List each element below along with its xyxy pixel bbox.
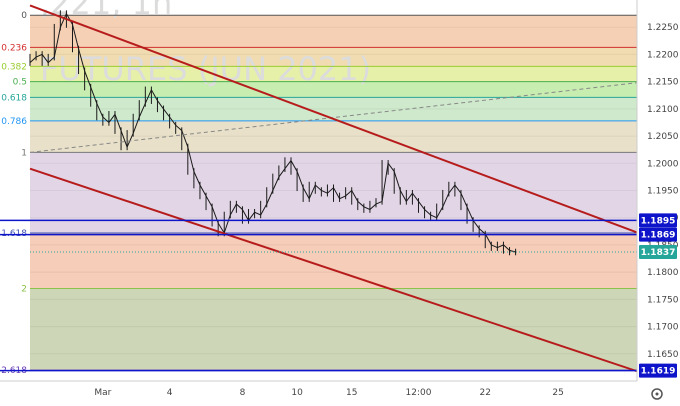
time-tick-label: 10 — [291, 388, 303, 398]
fib-label: 2 — [21, 284, 27, 294]
fib-zone — [30, 120, 637, 153]
time-axis-background — [0, 381, 637, 406]
fib-zones — [30, 15, 637, 371]
fib-label: 0.382 — [1, 62, 27, 72]
current-price-text: 1.1837 — [641, 248, 676, 258]
fib-zone — [30, 81, 637, 98]
fib-zone — [30, 97, 637, 121]
fib-label: 0.786 — [1, 117, 27, 127]
price-label-text: 1.1869 — [641, 231, 676, 241]
gear-icon-center — [655, 392, 659, 396]
price-tick-label: 1.2250 — [647, 23, 679, 33]
time-tick-label: 4 — [167, 388, 173, 398]
dashed-trend-line[interactable] — [29, 82, 638, 153]
time-tick-label: 8 — [240, 388, 246, 398]
fib-zone — [30, 288, 637, 371]
fib-label: 0 — [21, 11, 27, 21]
time-tick-label: 15 — [346, 388, 357, 398]
fib-zone — [30, 66, 637, 82]
price-tick-label: 1.1750 — [647, 295, 679, 305]
price-tick-label: 1.2000 — [647, 159, 679, 169]
channel-lines[interactable] — [29, 4, 638, 373]
time-tick-label: 12:00 — [406, 388, 432, 398]
price-axis[interactable]: 1.2250 1.2200 1.2150 1.2100 1.2050 1.2000 1.19… — [636, 0, 680, 406]
fib-label: 1 — [21, 148, 27, 158]
price-axis-background — [637, 0, 680, 406]
price-label-badge[interactable] — [639, 363, 677, 378]
current-price-badge[interactable] — [639, 245, 677, 260]
fib-zone — [30, 15, 637, 48]
channel-line[interactable] — [29, 167, 638, 373]
fib-label: 0.236 — [1, 43, 27, 53]
price-tick-label: 1.1800 — [647, 268, 679, 278]
channel-line[interactable] — [29, 4, 638, 234]
fib-label: 0.618 — [1, 93, 27, 103]
gear-icon[interactable] — [651, 388, 663, 400]
watermark-top-text: ,221, 1h — [40, 0, 172, 22]
time-axis[interactable]: Mar 4 8 10 15 12:00 22 25 — [0, 380, 637, 406]
price-label-text: 1.1619 — [641, 367, 676, 377]
fib-label: 0.5 — [13, 78, 27, 88]
price-tick-label: 1.1650 — [647, 350, 679, 360]
price-tick-label: 1.2200 — [647, 50, 679, 60]
price-tick-label: 1.1700 — [647, 323, 679, 333]
horizontal-lines[interactable] — [0, 219, 637, 372]
price-tick-label: 1.2100 — [647, 105, 679, 115]
price-label-text: 1.1895 — [641, 216, 676, 226]
price-label-badge[interactable] — [639, 227, 677, 242]
price-tick-label: 1.2150 — [647, 78, 679, 88]
price-tick-label: 1.1950 — [647, 187, 679, 197]
fib-zone — [30, 232, 637, 289]
watermark-text: FUTURES (JUN 2021) — [40, 50, 371, 88]
time-tick-label: Mar — [94, 388, 111, 398]
price-label-badge[interactable] — [639, 213, 677, 228]
settings-button[interactable] — [651, 388, 663, 400]
price-tick-label: 1.2050 — [647, 132, 679, 142]
time-tick-label: 25 — [552, 388, 563, 398]
time-tick-label: 22 — [480, 388, 491, 398]
